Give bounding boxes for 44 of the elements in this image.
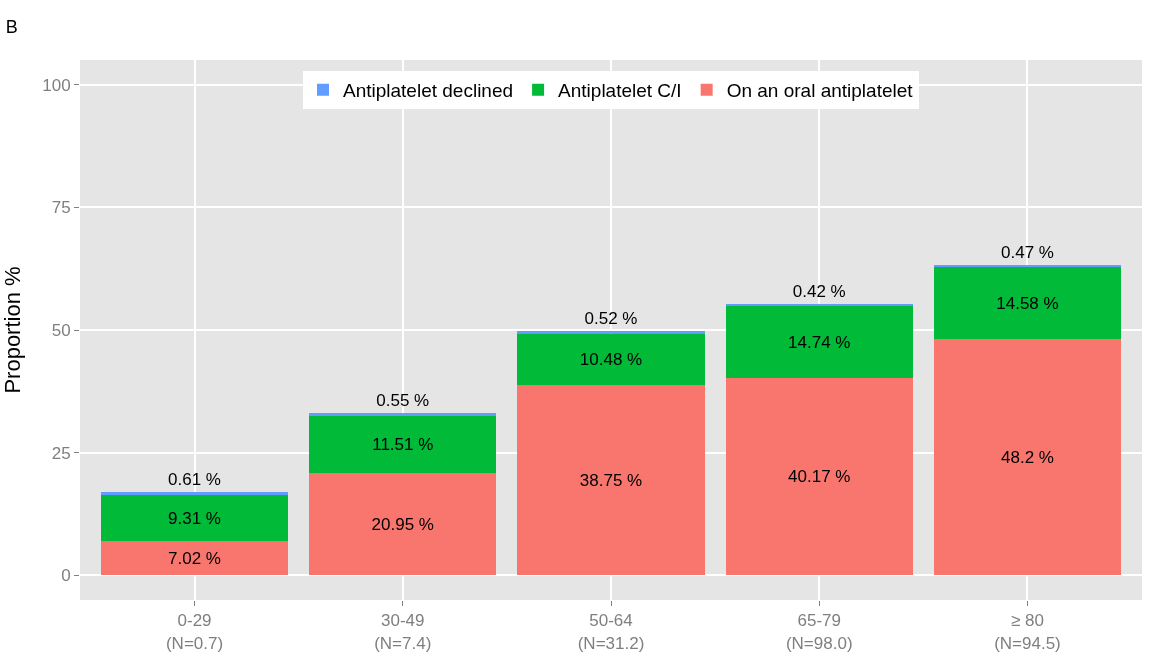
bar <box>100 540 289 576</box>
x-tick-label: 50-64 (N=31.2) <box>577 611 645 653</box>
y-tick-label: 75 <box>51 198 71 218</box>
bar <box>309 416 497 473</box>
bar <box>309 413 497 417</box>
bar <box>309 472 497 576</box>
data-label: 0.42 % <box>792 281 846 301</box>
legend-label: Antiplatelet declined <box>343 80 514 102</box>
data-label: 48.2 % <box>1001 447 1054 467</box>
x-tick-label: 0-29 (N=0.7) <box>165 611 224 653</box>
data-label: 38.75 % <box>579 470 643 490</box>
data-label: 7.02 % <box>168 548 221 568</box>
y-axis-title: Proportion % <box>0 266 26 394</box>
bar <box>517 333 705 386</box>
bar <box>933 267 1122 339</box>
x-tick-label: 65-79 (N=98.0) <box>785 611 853 653</box>
bar <box>517 385 705 576</box>
bar <box>517 331 705 334</box>
data-label: 20.95 % <box>371 514 434 534</box>
data-label: 0.47 % <box>1001 242 1054 262</box>
data-label: 40.17 % <box>788 467 851 487</box>
legend-label: Antiplatelet C/I <box>558 80 682 102</box>
data-label: 10.48 % <box>579 350 643 370</box>
bar <box>933 338 1122 576</box>
y-tick-label: 25 <box>51 443 71 463</box>
data-label: 0.61 % <box>168 470 221 490</box>
bar <box>725 305 913 379</box>
chart-title: B <box>5 16 18 37</box>
bar <box>100 495 289 541</box>
legend-label: On an oral antiplatelet <box>726 80 914 102</box>
data-label: 14.74 % <box>788 332 851 352</box>
data-label: 11.51 % <box>372 434 434 454</box>
y-tick-label: 0 <box>61 566 71 586</box>
bar <box>725 378 913 576</box>
x-tick-label: ≥ 80 (N=94.5) <box>994 611 1061 653</box>
y-tick-label: 100 <box>42 75 71 95</box>
bar <box>100 492 289 496</box>
data-label: 0.55 % <box>376 391 430 411</box>
data-label: 0.52 % <box>584 309 638 329</box>
y-tick-label: 50 <box>51 320 71 340</box>
data-label: 14.58 % <box>996 293 1059 313</box>
bar <box>725 303 913 306</box>
x-tick-label: 30-49 (N=7.4) <box>374 611 432 653</box>
data-label: 9.31 % <box>168 508 221 528</box>
